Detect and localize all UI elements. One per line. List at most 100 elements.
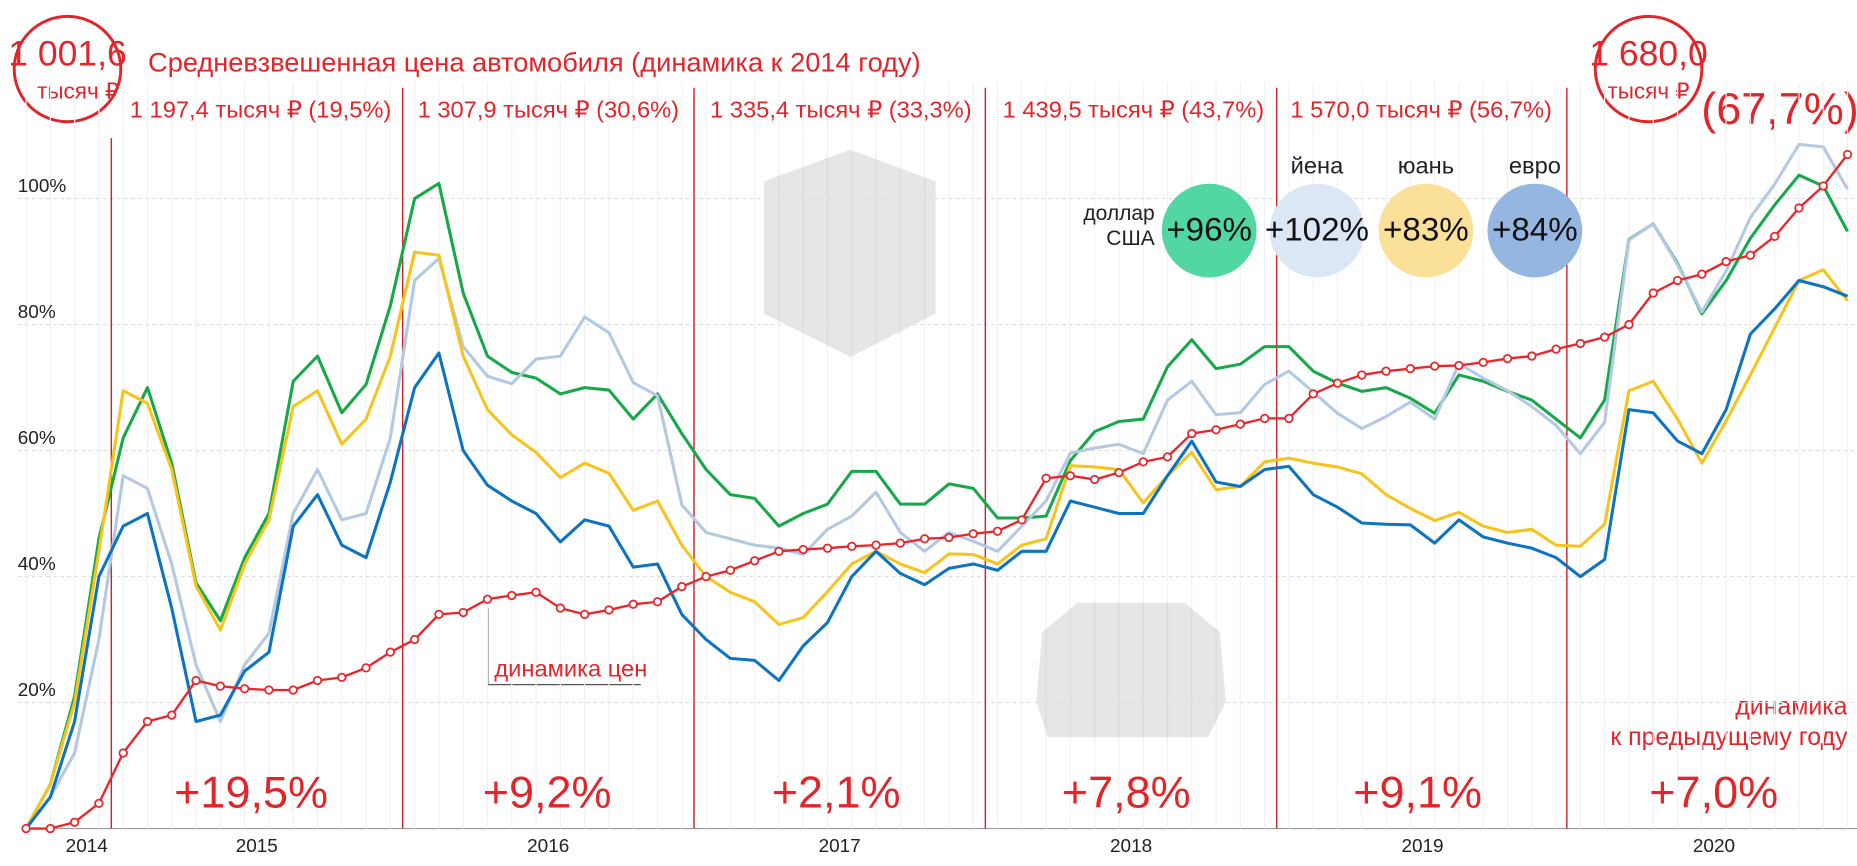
point [751, 557, 759, 564]
period-label: 1 439,5 тысяч ₽ (43,7%) [1003, 96, 1264, 122]
point [824, 544, 832, 551]
x-tick-label: 2020 [1693, 835, 1735, 856]
period-change: +7,8% [1062, 769, 1191, 818]
point [459, 609, 467, 616]
chart-title: Средневзвешенная цена автомобиля (динами… [148, 47, 921, 78]
point [1625, 321, 1633, 328]
x-tick-label: 2019 [1401, 835, 1443, 856]
x-tick-label: 2017 [819, 835, 861, 856]
point [1552, 345, 1560, 352]
point [994, 527, 1002, 534]
point [1018, 516, 1026, 523]
point [605, 606, 613, 613]
point [921, 535, 929, 542]
y-tick-label: 80% [18, 301, 56, 322]
point [47, 825, 55, 832]
point [1698, 270, 1706, 277]
point [678, 583, 686, 590]
point [192, 677, 200, 684]
start-value: 1 001,6 [8, 35, 126, 74]
point [1479, 359, 1487, 366]
point [1309, 390, 1317, 397]
point [411, 636, 419, 643]
period-change: +9,1% [1353, 769, 1482, 818]
x-tick-label: 2016 [527, 835, 569, 856]
point [897, 539, 905, 546]
legend-label: йена [1291, 153, 1345, 179]
y-tick-label: 100% [18, 175, 67, 196]
point [1188, 430, 1196, 437]
point [1674, 277, 1682, 284]
point [119, 749, 127, 756]
point [217, 682, 225, 689]
y-tick-label: 40% [18, 553, 56, 574]
point [727, 567, 735, 574]
legend-change: +102% [1265, 211, 1369, 248]
point [872, 541, 880, 548]
point [581, 611, 589, 618]
period-label: 1 570,0 тысяч ₽ (56,7%) [1290, 96, 1551, 122]
decor-icons [764, 150, 1226, 737]
period-change: +2,1% [772, 769, 901, 818]
legend-change: +83% [1383, 211, 1469, 248]
x-tick-label: 2014 [66, 835, 108, 856]
point [1212, 426, 1220, 433]
point [1115, 469, 1123, 476]
point [629, 601, 637, 608]
point [1528, 352, 1536, 359]
y-tick-label: 20% [18, 679, 56, 700]
point [435, 611, 443, 618]
point [1382, 367, 1390, 374]
period-change: +19,5% [174, 769, 328, 818]
point [848, 543, 856, 550]
y-tick-label: 60% [18, 427, 56, 448]
point [1164, 453, 1172, 460]
point [508, 592, 516, 599]
point [1819, 182, 1827, 189]
point [1577, 340, 1585, 347]
end-value: 1 680,0 [1589, 35, 1707, 74]
series-line [26, 281, 1847, 829]
point [969, 530, 977, 537]
point [1649, 289, 1657, 296]
point [1237, 420, 1245, 427]
point [95, 800, 103, 807]
period-label: 1 335,4 тысяч ₽ (33,3%) [710, 96, 971, 122]
legend-change: +84% [1492, 211, 1578, 248]
point [22, 825, 30, 832]
period-label: 1 307,9 тысяч ₽ (30,6%) [418, 96, 679, 122]
point [799, 546, 807, 553]
point [1722, 258, 1730, 265]
point [702, 573, 710, 580]
end-change: (67,7%) [1701, 85, 1857, 134]
point [654, 598, 662, 605]
legend-label: юань [1398, 153, 1454, 179]
point [1042, 475, 1050, 482]
point [945, 534, 953, 541]
point [1431, 362, 1439, 369]
period-change: +9,2% [483, 769, 612, 818]
point [241, 685, 249, 692]
note-line: динамика [1735, 694, 1847, 721]
legend-change: +96% [1166, 211, 1252, 248]
point [775, 548, 783, 555]
point [168, 711, 176, 718]
point [1844, 151, 1852, 158]
point [387, 648, 395, 655]
point [265, 686, 273, 693]
point [1771, 233, 1779, 240]
point [362, 664, 370, 671]
point [484, 595, 492, 602]
chart: Средневзвешенная цена автомобиля (динами… [0, 0, 1857, 866]
x-tick-label: 2015 [236, 835, 278, 856]
series-annotation: динамика цен [494, 656, 647, 682]
point [1407, 365, 1415, 372]
point [289, 686, 297, 693]
page: Средневзвешенная цена автомобиля (динами… [0, 0, 1857, 866]
start-unit: тысяч ₽ [37, 78, 119, 103]
point [557, 604, 565, 611]
point [1067, 472, 1075, 479]
legend-label: доллар США [1065, 201, 1155, 251]
point [1795, 204, 1803, 211]
point [1358, 371, 1366, 378]
